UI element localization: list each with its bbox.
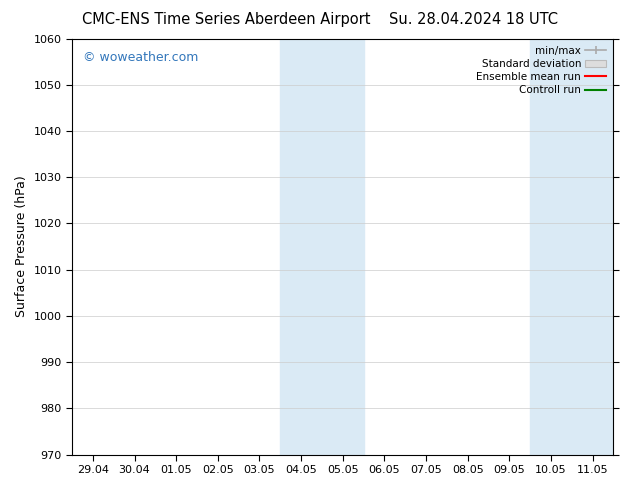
Text: © woweather.com: © woweather.com (83, 51, 198, 64)
Bar (280, 39, 363, 455)
Bar (530, 39, 614, 455)
Text: Su. 28.04.2024 18 UTC: Su. 28.04.2024 18 UTC (389, 12, 558, 27)
Y-axis label: Surface Pressure (hPa): Surface Pressure (hPa) (15, 176, 28, 318)
Text: CMC-ENS Time Series Aberdeen Airport: CMC-ENS Time Series Aberdeen Airport (82, 12, 371, 27)
Legend: min/max, Standard deviation, Ensemble mean run, Controll run: min/max, Standard deviation, Ensemble me… (472, 42, 611, 99)
